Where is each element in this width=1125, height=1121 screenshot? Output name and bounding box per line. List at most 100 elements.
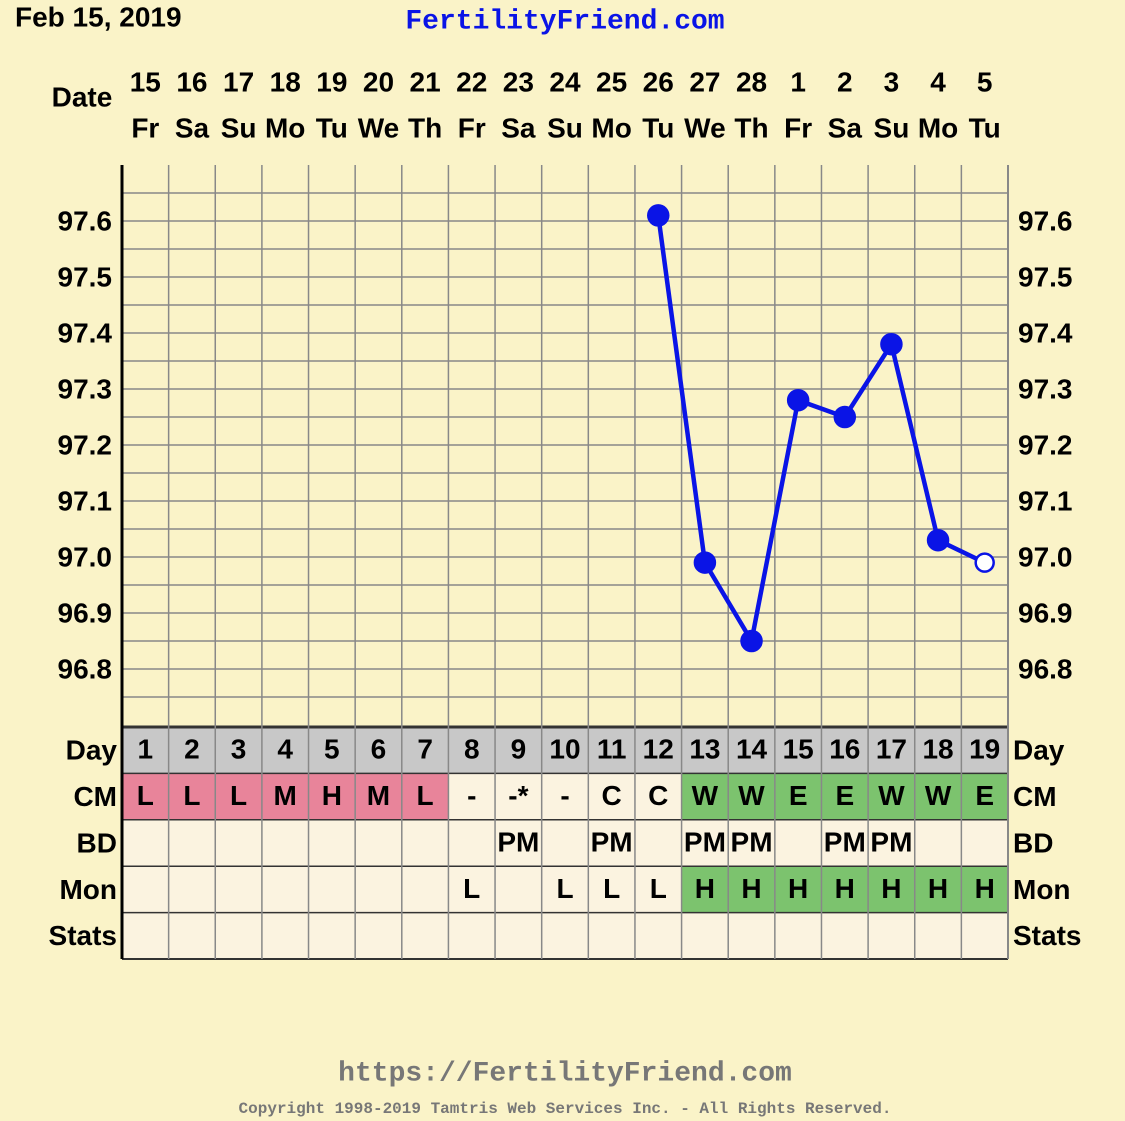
table-cell	[401, 773, 449, 820]
table-cell	[914, 866, 962, 913]
cell-text: L	[650, 873, 667, 904]
row-label: Stats	[49, 920, 117, 951]
table-cell	[541, 866, 589, 913]
cell-text: W	[878, 780, 905, 811]
table-cell	[495, 819, 542, 867]
y2-tick-label: 96.9	[1018, 597, 1073, 628]
row-label-right: Mon	[1013, 874, 1071, 905]
table-cell	[355, 773, 402, 820]
cell-text: L	[137, 780, 154, 811]
cell-text: -*	[508, 780, 528, 811]
table-cell	[868, 866, 915, 913]
table-cell	[168, 727, 216, 774]
table-cell	[914, 773, 962, 820]
weekday-label: Tu	[642, 112, 674, 143]
cell-text: E	[835, 780, 854, 811]
table-cell	[588, 866, 635, 913]
cell-text: W	[925, 780, 952, 811]
weekday-label: Sa	[828, 112, 863, 143]
weekday-label: Mo	[265, 112, 305, 143]
date-label: 17	[223, 66, 254, 97]
y2-tick-label: 97.4	[1018, 317, 1073, 348]
table-cell	[868, 773, 915, 820]
table-cell	[448, 912, 496, 959]
y2-tick-label: 96.8	[1018, 653, 1073, 684]
table-cell	[215, 866, 262, 913]
table-cell	[634, 727, 682, 774]
row-label: CM	[73, 781, 117, 812]
x-axis-label: Date	[52, 81, 113, 112]
table-cell	[588, 912, 635, 959]
site-name: FertilityFriend.com	[405, 6, 724, 37]
cell-text: PM	[824, 826, 866, 857]
weekday-label: We	[358, 112, 400, 143]
date-label: 26	[643, 66, 674, 97]
y2-tick-label: 97.5	[1018, 261, 1073, 292]
chart-date: Feb 15, 2019	[15, 1, 182, 32]
table-cell	[961, 912, 1008, 959]
table-cell	[122, 819, 169, 867]
row-label: Day	[66, 735, 118, 766]
y2-tick-label: 97.2	[1018, 429, 1073, 460]
date-label: 24	[549, 66, 581, 97]
cell-text: 13	[689, 734, 720, 765]
temperature-point	[833, 405, 857, 429]
y-tick-label: 97.2	[58, 429, 113, 460]
cell-text: PM	[870, 826, 912, 857]
row-label-right: BD	[1013, 827, 1053, 858]
date-label: 20	[363, 66, 394, 97]
temperature-point	[880, 332, 903, 356]
table-cell	[261, 912, 309, 959]
table-cell	[961, 727, 1008, 774]
cell-text: 15	[783, 734, 814, 765]
table-cell	[588, 773, 635, 820]
cell-text: H	[788, 873, 808, 904]
cell-text: E	[789, 780, 808, 811]
table-cell	[308, 912, 356, 959]
temperature-point	[740, 629, 763, 653]
table-cell	[495, 727, 542, 774]
table-cell	[168, 773, 216, 820]
weekday-label: Tu	[969, 112, 1001, 143]
table-cell	[541, 727, 589, 774]
row-label: Mon	[59, 874, 117, 905]
weekday-label: Th	[734, 112, 768, 143]
cell-text: -	[560, 780, 569, 811]
table-cell	[122, 912, 169, 959]
table-cell	[122, 773, 169, 820]
table-cell	[634, 773, 682, 820]
table-cell	[495, 773, 542, 820]
temperature-point	[693, 551, 717, 574]
cell-text: H	[695, 873, 715, 904]
table-cell	[681, 819, 729, 867]
table-cell	[914, 912, 962, 959]
table-cell	[308, 773, 356, 820]
cell-text: 14	[736, 734, 768, 765]
table-cell	[821, 773, 869, 820]
table-cell	[774, 912, 822, 959]
date-label: 19	[316, 66, 347, 97]
cell-text: 7	[417, 734, 433, 765]
table-cell	[774, 773, 822, 820]
table-cell	[681, 912, 729, 959]
date-label: 18	[270, 66, 301, 97]
cell-text: M	[367, 780, 390, 811]
table-cell	[681, 773, 729, 820]
cell-text: -	[467, 780, 476, 811]
date-label: 28	[736, 66, 767, 97]
table-cell	[215, 727, 262, 774]
cell-text: L	[556, 873, 573, 904]
table-cell	[448, 819, 496, 867]
cell-text: 1	[138, 734, 154, 765]
cell-text: C	[602, 780, 622, 811]
cell-text: E	[975, 780, 994, 811]
table-cell	[215, 819, 262, 867]
weekday-label: We	[684, 112, 726, 143]
cell-text: H	[322, 780, 342, 811]
temperature-point	[974, 552, 995, 573]
weekday-label: Sa	[501, 112, 536, 143]
weekday-label: Su	[547, 112, 583, 143]
y-tick-label: 97.6	[58, 205, 113, 236]
table-cell	[168, 866, 216, 913]
